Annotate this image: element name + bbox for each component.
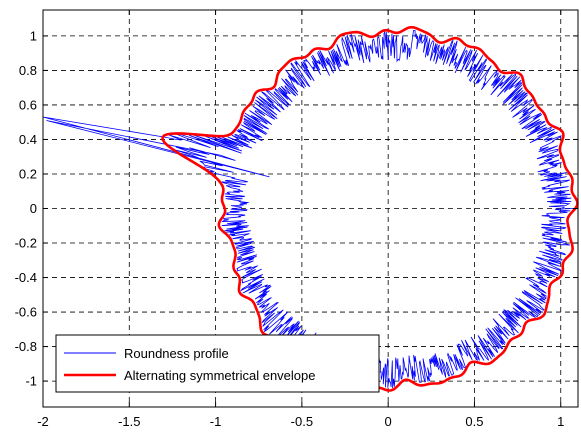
y-tick-label: 0.4 <box>19 132 37 147</box>
legend-label-roundness: Roundness profile <box>124 346 229 361</box>
x-tick-label: 0 <box>385 414 392 429</box>
legend-box <box>55 334 380 393</box>
y-tick-label: 1 <box>30 28 37 43</box>
legend-label-envelope: Alternating symmetrical envelope <box>124 368 315 383</box>
y-tick-label: -0.4 <box>15 270 37 285</box>
x-tick-label: -2 <box>37 414 49 429</box>
y-tick-label: 0.8 <box>19 63 37 78</box>
roundness-profile-line <box>42 29 574 389</box>
y-tick-label: -0.2 <box>15 236 37 251</box>
x-tick-label: -0.5 <box>291 414 313 429</box>
x-tick-label: 1 <box>557 414 564 429</box>
y-tick-label: -1 <box>25 374 37 389</box>
y-tick-label: 0.2 <box>19 166 37 181</box>
y-tick-label: -0.6 <box>15 305 37 320</box>
legend: Roundness profile Alternating symmetrica… <box>55 334 380 393</box>
x-tick-label: -1 <box>210 414 222 429</box>
y-tick-label: 0 <box>30 201 37 216</box>
plot-area <box>42 26 579 392</box>
axis-ticks: -2 -1.5 -1 -0.5 0 0.5 1 -1 -0.8 -0.6 -0.4 -0.2 0 0.2 0… <box>15 10 578 429</box>
grid-lines <box>42 10 578 407</box>
y-tick-label: -0.8 <box>15 339 37 354</box>
x-tick-label: 0.5 <box>465 414 483 429</box>
alternating-envelope-line <box>161 26 579 392</box>
y-tick-label: 0.6 <box>19 97 37 112</box>
x-tick-label: -1.5 <box>118 414 140 429</box>
